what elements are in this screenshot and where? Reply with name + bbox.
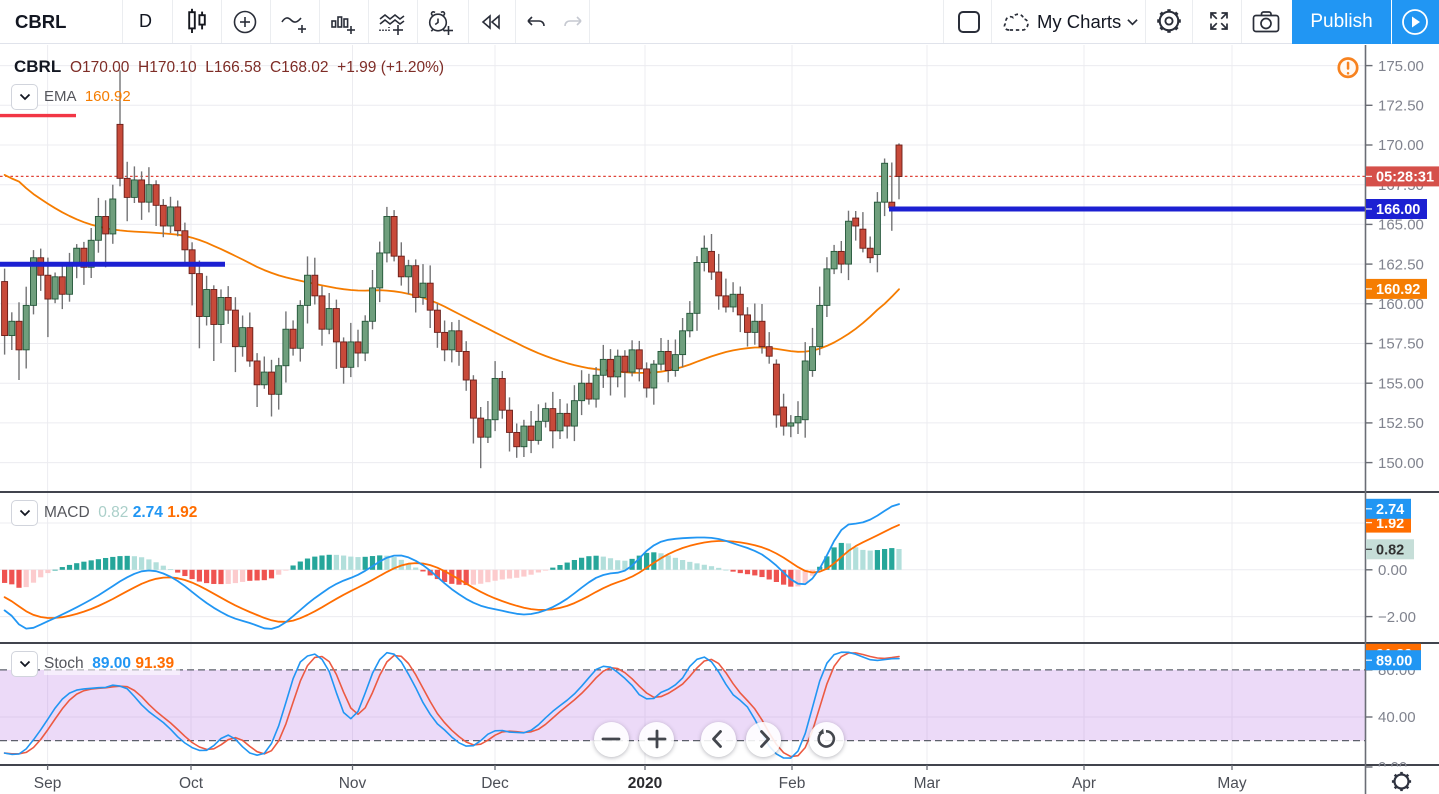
svg-text:Sep: Sep [34, 775, 62, 792]
svg-text:−2.00: −2.00 [1378, 609, 1416, 626]
svg-text:155.00: 155.00 [1378, 375, 1424, 392]
svg-text:166.00: 166.00 [1376, 202, 1420, 218]
svg-text:162.50: 162.50 [1378, 256, 1424, 273]
svg-text:160.00: 160.00 [1378, 296, 1424, 313]
svg-text:152.50: 152.50 [1378, 415, 1424, 432]
svg-text:2.74: 2.74 [1376, 502, 1404, 518]
svg-text:40.00: 40.00 [1378, 709, 1416, 726]
svg-text:0.00: 0.00 [1378, 562, 1407, 579]
svg-text:157.50: 157.50 [1378, 336, 1424, 353]
svg-text:Feb: Feb [779, 775, 806, 792]
svg-text:1.92: 1.92 [1376, 516, 1404, 532]
svg-text:Apr: Apr [1072, 775, 1096, 792]
svg-text:Oct: Oct [179, 775, 204, 792]
svg-text:89.00: 89.00 [1376, 653, 1412, 669]
svg-text:Dec: Dec [481, 775, 509, 792]
svg-text:150.00: 150.00 [1378, 455, 1424, 472]
svg-text:170.00: 170.00 [1378, 137, 1424, 154]
svg-text:172.50: 172.50 [1378, 98, 1424, 115]
svg-text:Nov: Nov [339, 775, 367, 792]
svg-text:0.82: 0.82 [1376, 543, 1404, 559]
svg-text:160.92: 160.92 [1376, 282, 1420, 298]
svg-text:May: May [1217, 775, 1247, 792]
svg-text:2020: 2020 [628, 775, 662, 792]
svg-text:175.00: 175.00 [1378, 58, 1424, 75]
svg-text:165.00: 165.00 [1378, 217, 1424, 234]
svg-text:05:28:31: 05:28:31 [1376, 170, 1434, 186]
svg-text:Mar: Mar [914, 775, 941, 792]
